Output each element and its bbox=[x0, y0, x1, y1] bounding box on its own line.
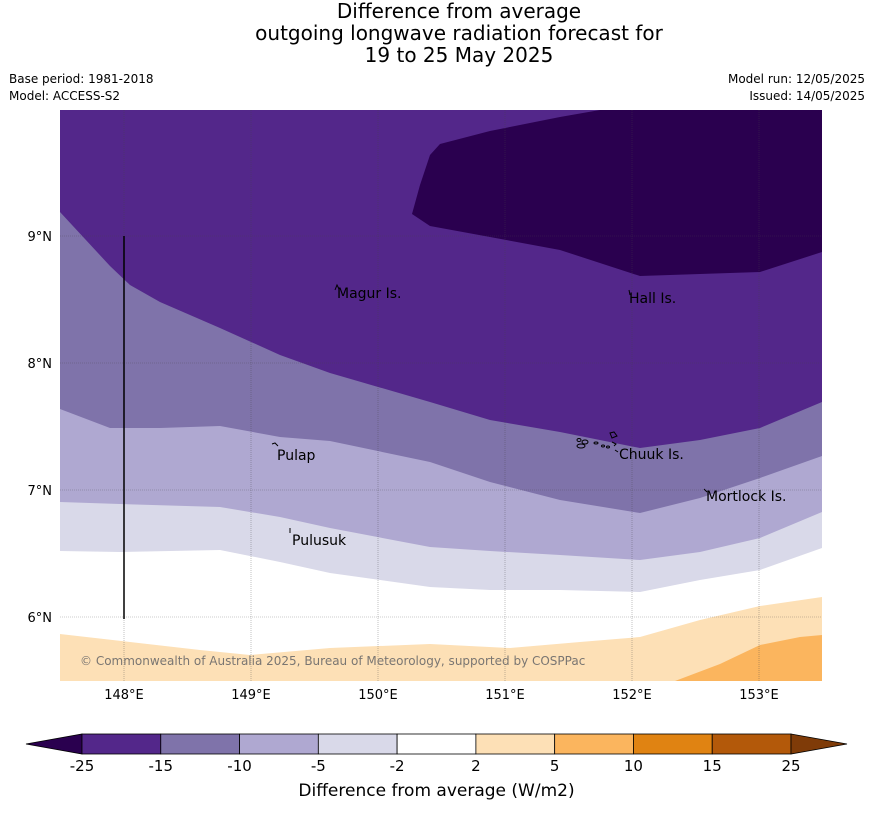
place-pulap: Pulap bbox=[277, 448, 316, 464]
colorbar: -25 -15 -10 -5 -2 2 5 10 15 25 bbox=[25, 733, 848, 775]
colorbar-label: Difference from average (W/m2) bbox=[298, 781, 575, 801]
colorbar-under-triangle bbox=[25, 733, 83, 755]
place-pulusuk: Pulusuk bbox=[292, 533, 347, 549]
colorbar-over-triangle bbox=[790, 733, 848, 755]
issued-date: Issued: 14/05/2025 bbox=[749, 89, 865, 103]
title-line-2: outgoing longwave radiation forecast for bbox=[255, 21, 663, 45]
island-outlines bbox=[271, 283, 708, 533]
colorbar-cell-3 bbox=[317, 733, 398, 755]
title-line-3: 19 to 25 May 2025 bbox=[364, 43, 554, 67]
gridlines bbox=[60, 110, 822, 681]
contour-fill bbox=[60, 110, 822, 681]
magur-island-shape bbox=[334, 283, 340, 291]
base-period: Base period: 1981-2018 bbox=[9, 72, 154, 86]
colorbar-tick-7: 10 bbox=[624, 757, 643, 775]
colorbar-cells bbox=[81, 733, 792, 755]
colorbar-tick-2: -10 bbox=[227, 757, 252, 775]
colorbar-cell-6 bbox=[554, 733, 634, 755]
colorbar-tick-4: -2 bbox=[390, 757, 405, 775]
mortlock-island-shape bbox=[703, 488, 708, 493]
lon-label-151e: 151°E bbox=[485, 688, 525, 703]
place-chuuk: Chuuk Is. bbox=[619, 447, 684, 463]
colorbar-cell-7 bbox=[633, 733, 713, 755]
place-magur: Magur Is. bbox=[337, 286, 402, 302]
meta-left: Base period: 1981-2018 Model: ACCESS-S2 bbox=[9, 71, 154, 105]
lat-label-6n: 6°N bbox=[28, 611, 53, 626]
colorbar-cell-1 bbox=[160, 733, 240, 755]
lon-label-150e: 150°E bbox=[358, 688, 398, 703]
lon-label-149e: 149°E bbox=[231, 688, 271, 703]
colorbar-tick-6: 5 bbox=[550, 757, 560, 775]
band-2-5 bbox=[60, 597, 822, 681]
lat-label-9n: 9°N bbox=[28, 230, 53, 245]
colorbar-cell-2 bbox=[239, 733, 319, 755]
colorbar-tick-0: -25 bbox=[70, 757, 95, 775]
colorbar-tick-9: 25 bbox=[781, 757, 800, 775]
meta-right: Model run: 12/05/2025 Issued: 14/05/2025 bbox=[728, 71, 865, 105]
copyright-notice: © Commonwealth of Australia 2025, Bureau… bbox=[80, 654, 585, 668]
lon-label-152e: 152°E bbox=[612, 688, 652, 703]
lon-label-153e: 153°E bbox=[739, 688, 779, 703]
chart-title: Difference from average outgoing longwav… bbox=[0, 0, 873, 66]
lat-label-7n: 7°N bbox=[28, 484, 53, 499]
place-mortlock: Mortlock Is. bbox=[706, 489, 786, 505]
lat-label-8n: 8°N bbox=[28, 357, 53, 372]
lon-label-148e: 148°E bbox=[104, 688, 144, 703]
hall-island-shape bbox=[628, 289, 631, 296]
colorbar-tick-labels: -25 -15 -10 -5 -2 2 5 10 15 25 bbox=[70, 757, 801, 775]
colorbar-tick-3: -5 bbox=[311, 757, 326, 775]
colorbar-cell-5 bbox=[475, 733, 556, 755]
pulap-island-shape bbox=[271, 442, 279, 447]
title-line-1: Difference from average bbox=[336, 0, 582, 23]
colorbar-cell-8 bbox=[711, 733, 792, 755]
model-run: Model run: 12/05/2025 bbox=[727, 72, 865, 86]
model-name: Model: ACCESS-S2 bbox=[9, 89, 121, 103]
colorbar-tick-5: 2 bbox=[471, 757, 481, 775]
band-below-minus25 bbox=[412, 110, 822, 276]
band-5-10 bbox=[675, 635, 822, 681]
colorbar-cell-4 bbox=[396, 733, 477, 755]
colorbar-tick-1: -15 bbox=[149, 757, 174, 775]
colorbar-tick-8: 15 bbox=[703, 757, 722, 775]
colorbar-cell-0 bbox=[81, 733, 162, 755]
place-hall: Hall Is. bbox=[629, 291, 676, 307]
chuuk-island-shape bbox=[576, 431, 619, 453]
